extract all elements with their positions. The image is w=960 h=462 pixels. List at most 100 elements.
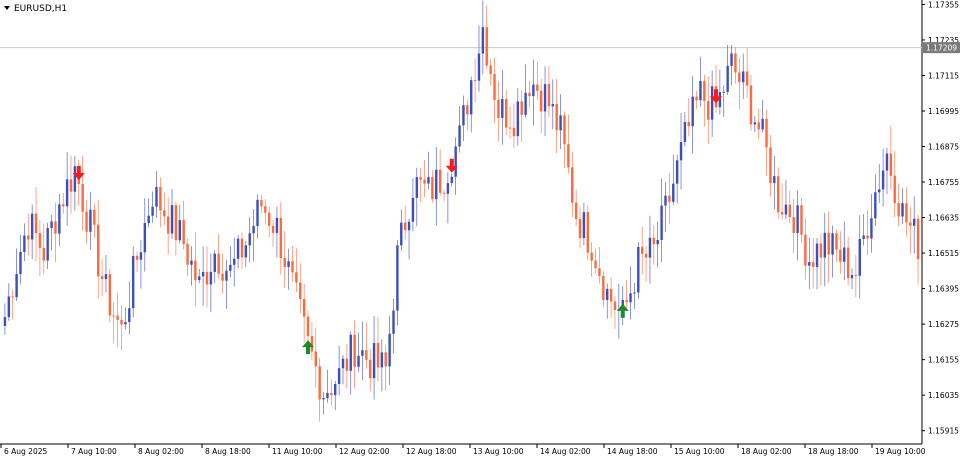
candle <box>508 106 512 139</box>
candle-body <box>516 101 520 137</box>
candle <box>209 253 213 312</box>
candle <box>264 199 267 225</box>
candle <box>866 209 869 255</box>
candle-body <box>815 243 819 267</box>
candle <box>415 167 419 227</box>
candle-body <box>501 98 504 118</box>
candle-body <box>244 245 248 258</box>
candle <box>42 223 46 275</box>
candle-body <box>182 220 185 244</box>
candle-body <box>279 217 283 258</box>
candle-body <box>225 270 228 281</box>
price-axis[interactable]: 1.17355 1.17235 1.17115 1.16995 1.16875 1.167… <box>922 0 960 436</box>
candle-body <box>582 212 586 239</box>
candle-body <box>811 262 815 267</box>
candle-body <box>528 92 531 97</box>
candle-body <box>435 169 438 200</box>
y-tick-label: 1.16275 <box>928 320 959 329</box>
y-tick-label: 1.16155 <box>928 356 959 365</box>
candle-body <box>543 84 547 112</box>
candle <box>555 78 558 154</box>
candle <box>668 173 671 224</box>
candle-body <box>54 221 57 234</box>
candles <box>3 0 920 422</box>
candle <box>672 154 675 205</box>
candle <box>745 48 749 98</box>
candle <box>578 206 582 248</box>
candle-body <box>602 276 605 300</box>
candle-body <box>174 205 178 241</box>
candle <box>808 237 811 289</box>
candle-body <box>334 384 337 396</box>
candle-body <box>330 392 333 396</box>
candle <box>100 259 104 297</box>
candle-body <box>252 226 255 234</box>
candle-body <box>668 195 671 202</box>
y-tick-label: 1.16995 <box>928 107 959 116</box>
candle <box>594 248 597 275</box>
candle-body <box>512 127 516 137</box>
candle-body <box>295 272 298 283</box>
buy-arrow-icon <box>616 303 629 318</box>
candle <box>372 315 376 400</box>
sell-arrow-icon <box>710 89 723 104</box>
candle <box>567 114 570 174</box>
x-tick-label: 14 Aug 02:00 <box>540 447 591 456</box>
buy-arrow-icon <box>302 340 315 355</box>
candle <box>466 99 469 131</box>
candle-body <box>120 319 123 325</box>
candle-body <box>190 260 193 265</box>
candle <box>776 167 780 219</box>
candle <box>396 239 399 326</box>
candle <box>524 64 527 118</box>
candle-body <box>159 187 162 211</box>
candle-body <box>485 27 488 66</box>
candle <box>30 204 34 260</box>
candle-body <box>213 253 216 272</box>
candle-body <box>532 84 535 97</box>
candle <box>58 193 61 246</box>
candle-body <box>477 53 481 81</box>
candle <box>166 197 170 255</box>
candle <box>695 91 698 109</box>
candle-body <box>23 235 26 252</box>
x-tick-label: 12 Aug 18:00 <box>406 447 457 456</box>
time-axis[interactable]: 6 Aug 2025 7 Aug 10:00 8 Aug 02:00 8 Aug 18… <box>0 444 926 456</box>
candle <box>916 214 920 285</box>
candle <box>687 98 691 137</box>
candle <box>65 151 69 226</box>
symbol-header[interactable]: EURUSD,H1 <box>4 4 67 14</box>
current-price-tag <box>923 42 960 54</box>
candle-body <box>707 100 710 120</box>
candle-body <box>287 261 290 268</box>
dropdown-triangle-icon[interactable] <box>4 6 10 10</box>
candle <box>353 320 356 389</box>
candle <box>403 205 407 240</box>
candle <box>664 182 667 232</box>
candle <box>512 103 516 149</box>
candle <box>749 74 753 131</box>
candle <box>337 345 341 396</box>
candle <box>675 154 679 204</box>
candle <box>528 81 531 108</box>
candle-body <box>415 177 419 198</box>
candle <box>380 339 384 392</box>
x-tick-label: 6 Aug 2025 <box>4 447 47 456</box>
candle-body <box>217 253 220 274</box>
candle <box>909 206 912 254</box>
candle-body <box>738 72 741 83</box>
x-tick-label: 7 Aug 10:00 <box>71 447 117 456</box>
y-tick-label: 1.16395 <box>928 285 959 294</box>
candle <box>893 150 896 218</box>
candle <box>201 246 205 306</box>
candle-body <box>586 212 589 253</box>
candle <box>574 189 578 226</box>
candle <box>571 151 574 218</box>
candle-body <box>442 192 446 194</box>
candle <box>159 177 162 228</box>
candle <box>598 247 601 284</box>
sell-arrow-icon <box>72 166 85 181</box>
candle <box>236 235 240 269</box>
